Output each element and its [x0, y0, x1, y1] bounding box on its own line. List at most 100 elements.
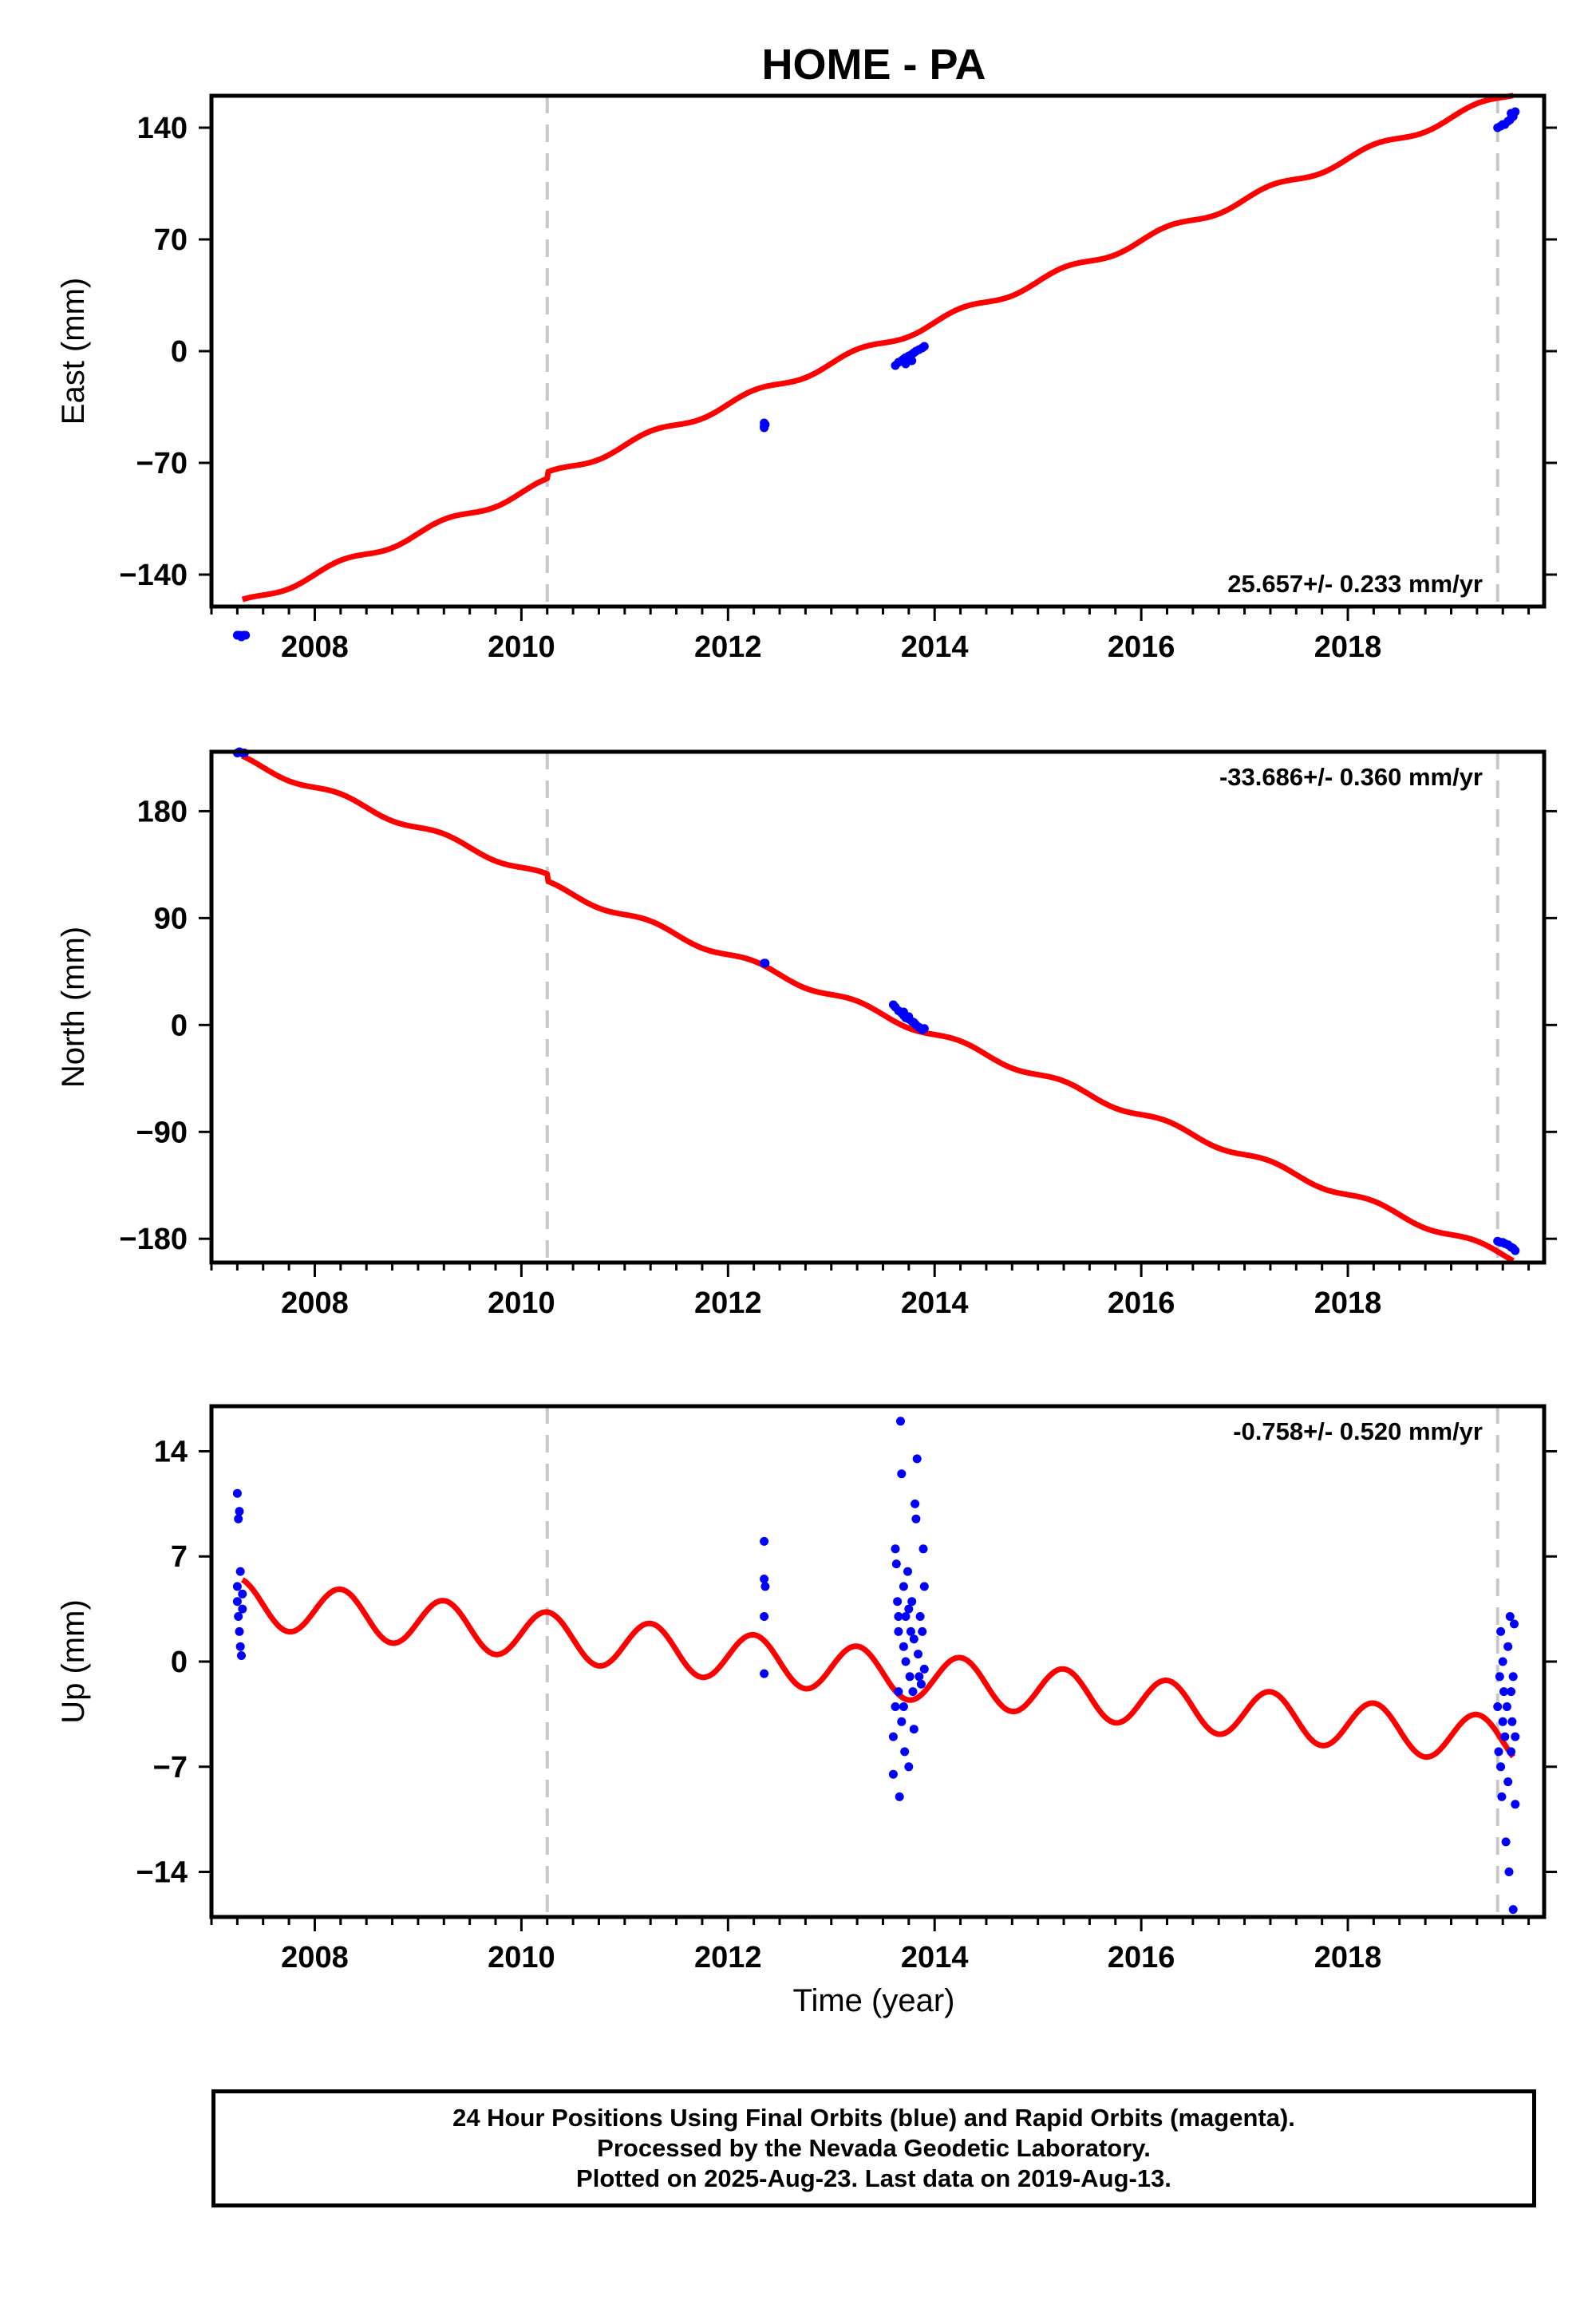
up-data-point	[908, 1687, 918, 1697]
up-y-tick-label: −7	[153, 1751, 188, 1784]
east-plot-frame	[209, 93, 1547, 609]
up-y-tick-label: −14	[136, 1856, 188, 1890]
up-y-axis-label: Up (mm)	[56, 1599, 91, 1724]
up-data-point	[911, 1499, 920, 1508]
up-data-point	[235, 1642, 245, 1651]
up-data-point	[901, 1657, 911, 1666]
up-data-point	[238, 1589, 247, 1599]
up-data-point	[895, 1792, 904, 1801]
north-data-point	[904, 1012, 914, 1022]
up-data-point	[1498, 1717, 1507, 1726]
up-data-point	[232, 1488, 242, 1498]
up-data-point	[760, 1575, 769, 1583]
up-data-point	[1508, 1905, 1518, 1915]
up-x-tick-label: 2008	[281, 1941, 349, 1974]
up-data-point	[235, 1507, 244, 1516]
up-data-point	[1496, 1762, 1506, 1772]
up-data-point	[918, 1544, 928, 1554]
up-data-point	[1498, 1657, 1507, 1666]
east-x-tick-label: 2008	[281, 630, 349, 664]
up-data-point	[1503, 1777, 1513, 1787]
east-y-tick-label: −140	[119, 559, 188, 592]
east-x-tick-label: 2016	[1108, 630, 1175, 664]
up-y-tick-label: 14	[154, 1435, 188, 1468]
up-data-point	[911, 1514, 921, 1524]
up-data-point	[237, 1651, 246, 1660]
up-x-tick-label: 2010	[488, 1941, 555, 1974]
up-data-point	[896, 1417, 905, 1426]
north-data-point	[760, 958, 770, 968]
north-x-tick-label: 2018	[1314, 1286, 1382, 1320]
up-y-tick-label: 0	[171, 1646, 188, 1679]
up-data-point	[915, 1612, 925, 1621]
up-data-point	[1497, 1792, 1507, 1801]
up-model-line	[240, 1577, 1515, 1761]
footer-legend-box: 24 Hour Positions Using Final Orbits (bl…	[211, 2089, 1536, 2207]
footer-line-processed: Processed by the Nevada Geodetic Laborat…	[597, 2134, 1151, 2162]
up-data-point	[891, 1702, 900, 1711]
up-x-tick-label: 2018	[1314, 1941, 1382, 1974]
up-data-point	[760, 1536, 769, 1546]
up-data-point	[1494, 1747, 1503, 1757]
up-data-point	[1500, 1732, 1510, 1741]
north-panel: 2008 2010 2012 2014 2016 2018 −180 −90 0 90 180 Nor…	[56, 747, 1557, 1320]
up-data-point	[891, 1544, 900, 1554]
east-data-point	[907, 356, 917, 366]
north-rate-label: -33.686+/- 0.360 mm/yr	[1219, 763, 1483, 791]
east-y-tick-label: 0	[171, 335, 188, 369]
up-data-point	[901, 1612, 911, 1621]
up-data-point	[1507, 1747, 1516, 1757]
up-data-point	[899, 1582, 908, 1591]
north-x-tick-label: 2010	[488, 1286, 555, 1320]
up-data-point	[1501, 1837, 1511, 1847]
up-data-point	[235, 1567, 245, 1576]
up-data-point	[1496, 1626, 1506, 1636]
up-data-point	[1493, 1702, 1503, 1711]
north-model-line	[240, 753, 1515, 1263]
up-data-point	[1507, 1687, 1516, 1697]
up-data-point	[916, 1679, 926, 1689]
up-data-point	[1510, 1619, 1519, 1629]
up-data-point	[909, 1725, 918, 1734]
up-data-point	[888, 1732, 898, 1741]
north-y-tick-label: 90	[154, 902, 188, 935]
east-rate-label: 25.657+/- 0.233 mm/yr	[1227, 570, 1483, 598]
up-data-point	[894, 1626, 903, 1636]
up-data-point	[760, 1669, 769, 1678]
north-x-tick-label: 2016	[1108, 1286, 1175, 1320]
north-data-point	[919, 1024, 929, 1034]
up-data-point	[914, 1650, 922, 1659]
up-panel: 2008 2010 2012 2014 2016 2018 −14 −7 0 7 14 Up (mm)…	[56, 1404, 1557, 1974]
up-data-point	[1503, 1642, 1513, 1651]
north-y-tick-label: −90	[136, 1116, 188, 1149]
up-x-tick-label: 2014	[901, 1941, 969, 1974]
north-y-tick-label: 180	[137, 795, 188, 828]
footer-line-orbits: 24 Hour Positions Using Final Orbits (bl…	[452, 2104, 1295, 2132]
up-data-point	[912, 1454, 922, 1464]
up-data-point	[899, 1642, 908, 1651]
up-data-point	[907, 1597, 917, 1607]
up-data-point	[1511, 1732, 1520, 1741]
footer-line-plotted: Plotted on 2025-Aug-23. Last data on 201…	[576, 2164, 1171, 2192]
up-rate-label: -0.758+/- 0.520 mm/yr	[1233, 1417, 1483, 1445]
up-data-point	[234, 1612, 243, 1621]
up-data-point	[888, 1769, 898, 1779]
up-data-point	[235, 1626, 244, 1636]
up-data-point	[905, 1672, 915, 1682]
east-y-tick-label: 140	[137, 112, 188, 145]
east-y-axis-label: East (mm)	[56, 278, 91, 425]
up-data-point	[919, 1582, 929, 1591]
up-data-point	[238, 1604, 247, 1614]
east-panel: 2008 2010 2012 2014 2016 2018 −140 −70 0 70 140 Eas…	[56, 93, 1557, 664]
up-data-point	[909, 1634, 918, 1644]
up-data-point	[1499, 1687, 1508, 1697]
up-data-point	[1507, 1717, 1517, 1726]
up-data-point	[899, 1702, 908, 1711]
up-data-point	[903, 1567, 912, 1576]
up-data-point	[1508, 1672, 1518, 1682]
east-data-point	[919, 342, 929, 351]
up-data-point	[1504, 1867, 1514, 1876]
up-data-point	[1502, 1702, 1511, 1711]
north-data-point	[1508, 1243, 1518, 1253]
